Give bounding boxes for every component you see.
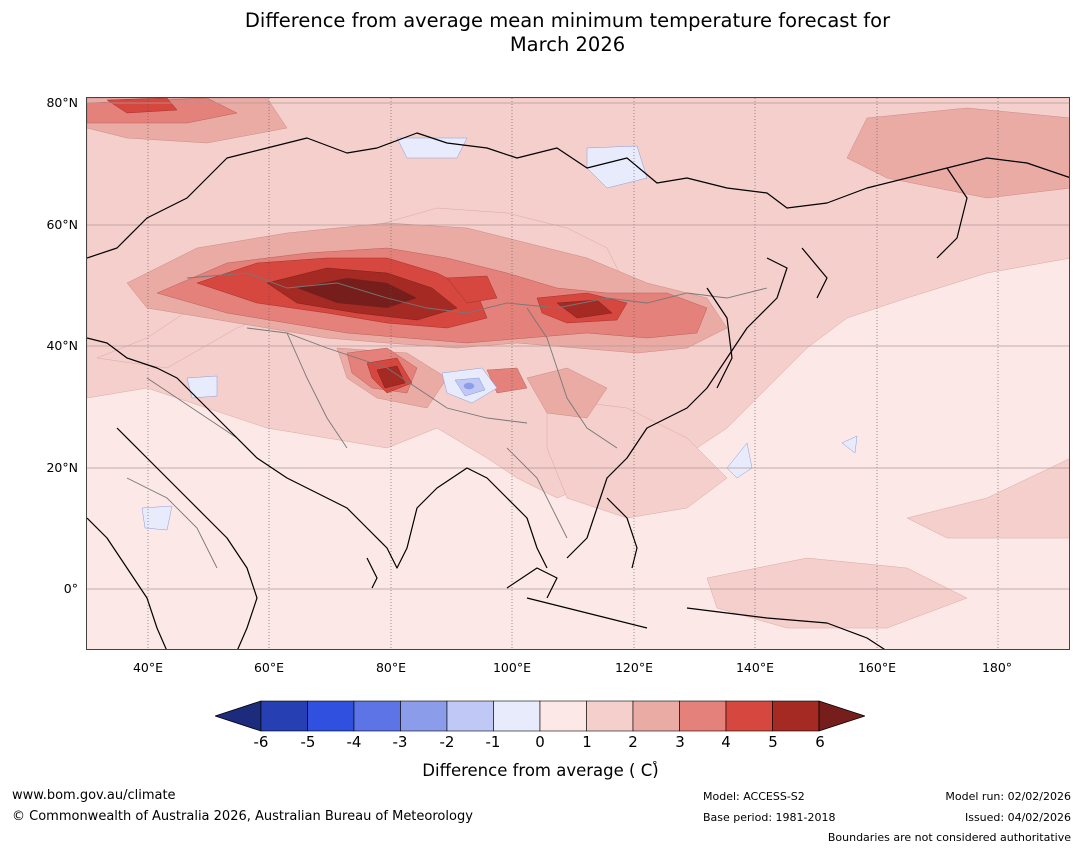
- coast-sri-lanka: [366, 557, 378, 589]
- model-run: Model run: 02/02/2026: [945, 790, 1071, 803]
- chart-title: Difference from average mean minimum tem…: [0, 9, 1081, 57]
- colorbar-segment: [307, 700, 355, 732]
- border-russia-south: [186, 272, 768, 314]
- title-line-1: Difference from average mean minimum tem…: [244, 9, 891, 32]
- colorbar-tick: 4: [721, 733, 731, 751]
- colorbar-segment: [260, 700, 308, 732]
- base-period: Base period: 1981-2018: [703, 811, 836, 824]
- coastlines: [87, 132, 1069, 649]
- band-2-3-arctic-east: [846, 107, 1069, 199]
- website-link[interactable]: www.bom.gov.au/climate: [12, 788, 176, 803]
- colorbar-segment: [772, 700, 820, 732]
- colorbar-tick: -4: [346, 733, 362, 751]
- country-boundaries: [126, 272, 768, 569]
- boundary-disclaimer: Boundaries are not considered authoritat…: [827, 831, 1071, 844]
- cool-anomalies: [141, 137, 858, 531]
- cool-siberia: [586, 145, 648, 189]
- border-indochina: [506, 447, 568, 539]
- lat-label-80n: 80°N: [46, 95, 78, 110]
- coast-borneo: [506, 567, 558, 599]
- issued-date: Issued: 04/02/2026: [964, 811, 1071, 824]
- lon-label-140e: 140°E: [735, 660, 774, 675]
- border-china-west: [526, 307, 618, 449]
- model-name: Model: ACCESS-S2: [703, 790, 805, 803]
- copyright: © Commonwealth of Australia 2026, Austra…: [12, 809, 473, 824]
- coast-arabia-africa: [116, 427, 258, 649]
- lon-label-60e: 60°E: [253, 660, 285, 675]
- lon-label-180: 180°: [981, 660, 1013, 675]
- coast-arctic: [87, 132, 1069, 259]
- band-5-6-mongolia: [556, 299, 613, 319]
- coast-kamchatka: [936, 167, 968, 259]
- colorbar-extend-low: [215, 700, 262, 732]
- band-4-5-altai: [446, 275, 498, 304]
- coast-new-guinea: [686, 607, 886, 649]
- cool-tibet-core: [463, 382, 475, 390]
- border-east-africa: [126, 477, 218, 569]
- colorbar-segment: [400, 700, 448, 732]
- border-central-asia: [246, 327, 528, 424]
- colorbar-segment: [493, 700, 541, 732]
- lon-label-100e: 100°E: [492, 660, 531, 675]
- cool-pacific: [841, 435, 858, 454]
- colorbar-segment: [679, 700, 727, 732]
- colorbar-label-degree: °: [652, 759, 658, 772]
- colorbar-tick: 6: [815, 733, 825, 751]
- colorbar-tick: 1: [582, 733, 592, 751]
- coast-east-asia: [566, 257, 788, 559]
- coast-sakhalin: [801, 247, 828, 299]
- lat-label-20n: 20°N: [46, 460, 78, 475]
- graticule-meridians: [147, 98, 999, 649]
- lat-label-0: 0°: [63, 581, 78, 596]
- band-1-2-pacific: [706, 557, 968, 629]
- title-line-2: March 2026: [509, 33, 626, 56]
- cool-ethiopia: [141, 505, 173, 531]
- colorbar-segment: [725, 700, 773, 732]
- coast-africa-horn: [87, 517, 167, 649]
- coast-indonesia: [526, 597, 648, 629]
- colorbar-segments: [215, 700, 865, 732]
- lat-label-40n: 40°N: [46, 338, 78, 353]
- map-canvas: [87, 98, 1069, 649]
- colorbar-tick: 3: [675, 733, 685, 751]
- cool-iran: [186, 375, 218, 399]
- colorbar-segment: [586, 700, 634, 732]
- colorbar-segment: [446, 700, 494, 732]
- band-1-2-east-pacific: [906, 458, 1069, 539]
- colorbar-tick: -2: [439, 733, 455, 751]
- lat-label-60n: 60°N: [46, 217, 78, 232]
- colorbar-tick: 5: [768, 733, 778, 751]
- colorbar-extend-high: [818, 700, 865, 732]
- colorbar-segment: [539, 700, 587, 732]
- lon-label-40e: 40°E: [132, 660, 164, 675]
- colorbar-segment: [353, 700, 401, 732]
- band-6-plus-kazakhstan: [297, 278, 417, 308]
- colorbar-tick: 0: [535, 733, 545, 751]
- colorbar-segment: [632, 700, 680, 732]
- cool-taymyr: [396, 137, 468, 159]
- band-4-5-arctic: [106, 98, 178, 114]
- colorbar-label: Difference from average ( C): [0, 761, 1081, 780]
- anomaly-band-6-plus: [297, 278, 417, 308]
- band-2-3-qaidam: [526, 367, 608, 419]
- border-middle-east: [146, 377, 238, 439]
- colorbar-tick: 2: [628, 733, 638, 751]
- lon-label-160e: 160°E: [857, 660, 896, 675]
- band-1-2-china: [546, 397, 728, 519]
- coast-south-asia: [87, 337, 548, 569]
- colorbar-tick: -6: [253, 733, 269, 751]
- anomaly-map: [86, 97, 1070, 650]
- colorbar-tick: -1: [485, 733, 501, 751]
- lon-label-80e: 80°E: [375, 660, 407, 675]
- coast-philippines: [606, 497, 638, 569]
- colorbar: [215, 700, 865, 732]
- graticule-parallels: [87, 102, 1069, 590]
- colorbar-tick: -5: [300, 733, 316, 751]
- coast-japan: [706, 287, 733, 389]
- border-afghanistan-pakistan: [286, 332, 348, 449]
- lon-label-120e: 120°E: [614, 660, 653, 675]
- colorbar-tick: -3: [392, 733, 408, 751]
- colorbar-label-text: Difference from average ( C): [422, 761, 659, 780]
